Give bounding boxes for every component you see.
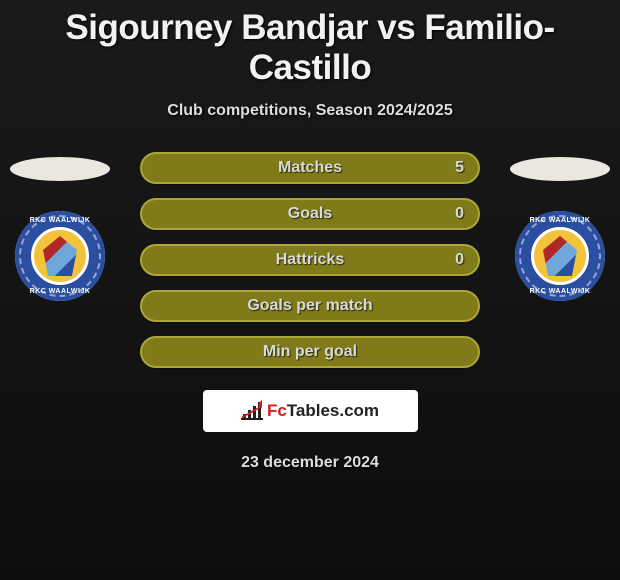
stat-value: 0 (455, 251, 464, 269)
stat-label: Goals per match (247, 297, 372, 315)
stat-value: 0 (455, 205, 464, 223)
club-logo-text-bottom: RKC WAALWIJK (30, 288, 91, 295)
stat-label: Goals (288, 205, 332, 223)
stat-bar-goals: Goals 0 (140, 198, 480, 230)
club-logo-text-bottom: RKC WAALWIJK (530, 288, 591, 295)
generation-date: 23 december 2024 (0, 454, 620, 472)
stat-bar-goals-per-match: Goals per match (140, 290, 480, 322)
stat-label: Min per goal (263, 343, 357, 361)
stat-label: Matches (278, 159, 342, 177)
comparison-panel: RKC WAALWIJK RKC WAALWIJK RKC WAALWIJK R… (0, 152, 620, 472)
stat-label: Hattricks (276, 251, 344, 269)
bar-chart-icon (241, 402, 263, 420)
player-left-column: RKC WAALWIJK RKC WAALWIJK (0, 152, 120, 301)
club-logo-right: RKC WAALWIJK RKC WAALWIJK (515, 211, 605, 301)
club-logo-text-top: RKC WAALWIJK (530, 217, 591, 224)
player-right-placeholder (510, 157, 610, 181)
player-left-placeholder (10, 157, 110, 181)
stats-bars: Matches 5 Goals 0 Hattricks 0 Goals per … (140, 152, 480, 368)
stat-value: 5 (455, 159, 464, 177)
club-logo-text-top: RKC WAALWIJK (30, 217, 91, 224)
brand-badge[interactable]: FcTables.com (203, 390, 418, 432)
stat-bar-hattricks: Hattricks 0 (140, 244, 480, 276)
player-right-column: RKC WAALWIJK RKC WAALWIJK (500, 152, 620, 301)
stat-bar-min-per-goal: Min per goal (140, 336, 480, 368)
club-logo-left: RKC WAALWIJK RKC WAALWIJK (15, 211, 105, 301)
stat-bar-matches: Matches 5 (140, 152, 480, 184)
brand-text: FcTables.com (267, 401, 379, 421)
page-subtitle: Club competitions, Season 2024/2025 (10, 102, 610, 120)
page-title: Sigourney Bandjar vs Familio-Castillo (10, 8, 610, 88)
